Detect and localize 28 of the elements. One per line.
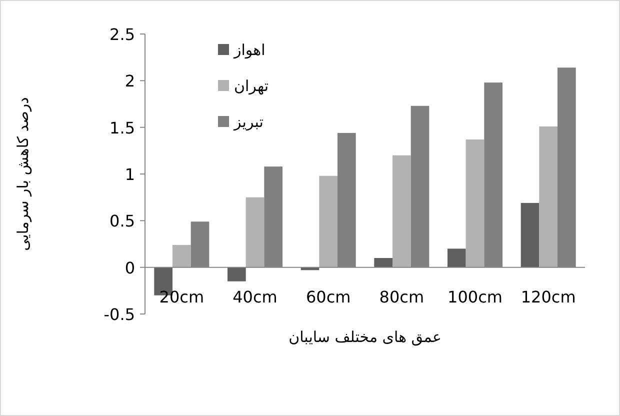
x-tick-label: 20cm: [159, 287, 204, 306]
bar: [520, 202, 540, 268]
bar: [172, 244, 191, 268]
bar: [392, 155, 411, 268]
bar: [448, 248, 466, 268]
bar: [246, 197, 264, 268]
bar: [466, 139, 484, 268]
x-tick-label: 100cm: [448, 287, 502, 306]
y-tick-label: 1.5: [110, 118, 135, 138]
bar: [539, 126, 558, 268]
legend-label: تبریز: [233, 113, 264, 131]
y-tick-label: 2.5: [110, 25, 135, 44]
x-tick-label: 120cm: [520, 287, 576, 306]
x-tick-label: 60cm: [306, 287, 351, 306]
y-tick-label: 0: [124, 258, 135, 278]
x-tick-label: 40cm: [232, 287, 278, 306]
legend-label: اهواز: [233, 41, 266, 59]
bar: [319, 176, 338, 268]
y-tick-label: 1: [124, 165, 135, 184]
x-axis-title: عمق های مختلف سایبان: [288, 328, 442, 346]
bar: [228, 267, 246, 282]
y-tick-label: -0.5: [104, 305, 135, 324]
bar: [374, 258, 392, 268]
x-tick-label: 80cm: [379, 287, 424, 306]
y-tick-label: 0.5: [110, 212, 135, 231]
legend-label: تهران: [234, 77, 269, 95]
y-axis-title: درصد کاهش بار سرمایی: [14, 97, 32, 251]
y-tick-label: 2: [124, 72, 135, 91]
